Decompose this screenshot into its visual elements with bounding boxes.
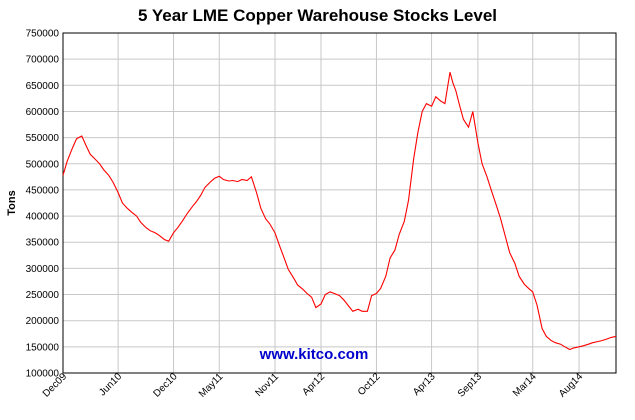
y-axis-ticks: 100000 150000 200000 250000 300000 350000 4000… [26, 29, 60, 380]
y-tick-label: 750000 [26, 29, 60, 40]
y-axis-title: Tons [6, 190, 18, 215]
x-axis-ticks: Dec09 Jun10 Dec10 May11 Nov11 Apr12 Oct12 Apr13… [41, 371, 586, 400]
x-tick-label: May11 [197, 371, 226, 400]
plot-area [63, 33, 616, 373]
series-line [62, 72, 617, 351]
x-tick-label: Apr12 [300, 371, 327, 398]
x-tick-label: Mar14 [511, 371, 539, 399]
y-tick-label: 200000 [26, 316, 60, 327]
x-tick-label: Jun10 [97, 371, 124, 398]
chart-title: 5 Year LME Copper Warehouse Stocks Level [137, 6, 498, 25]
y-tick-label: 550000 [26, 133, 60, 144]
y-tick-label: 650000 [26, 81, 60, 92]
y-tick-label: 600000 [26, 107, 60, 118]
plot-frame [62, 32, 617, 374]
y-tick-label: 350000 [26, 238, 60, 249]
y-tick-label: 250000 [26, 290, 60, 301]
y-tick-label: 100000 [26, 369, 60, 380]
watermark-url: www.kitco.com [259, 346, 369, 363]
y-tick-label: 400000 [26, 212, 60, 223]
x-tick-label: Aug14 [557, 371, 586, 400]
y-tick-label: 450000 [26, 185, 60, 196]
x-tick-label: Apr13 [411, 371, 438, 398]
x-tick-label: Oct12 [356, 371, 383, 398]
x-tick-label: Sep13 [456, 371, 485, 400]
y-tick-label: 150000 [26, 342, 60, 353]
y-tick-label: 300000 [26, 264, 60, 275]
x-tick-label: Nov11 [253, 371, 281, 399]
y-tick-label: 700000 [26, 55, 60, 66]
x-tick-label: Dec10 [151, 371, 180, 400]
y-tick-label: 500000 [26, 159, 60, 170]
